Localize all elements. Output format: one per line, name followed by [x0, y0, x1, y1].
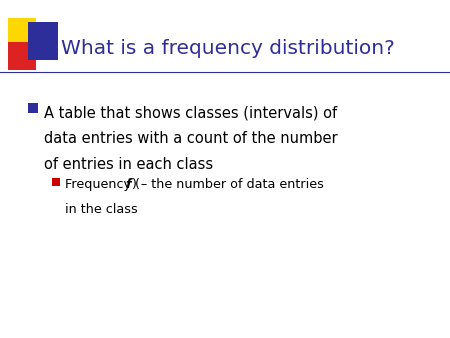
- Text: A table that shows classes (intervals) of: A table that shows classes (intervals) o…: [44, 105, 337, 120]
- Text: What is a frequency distribution?: What is a frequency distribution?: [61, 39, 395, 57]
- Text: Frequency (: Frequency (: [65, 178, 140, 191]
- Text: of entries in each class: of entries in each class: [44, 157, 213, 172]
- Text: f: f: [125, 178, 130, 191]
- Text: in the class: in the class: [65, 203, 138, 216]
- Text: ) – the number of data entries: ) – the number of data entries: [131, 178, 324, 191]
- Text: data entries with a count of the number: data entries with a count of the number: [44, 131, 338, 146]
